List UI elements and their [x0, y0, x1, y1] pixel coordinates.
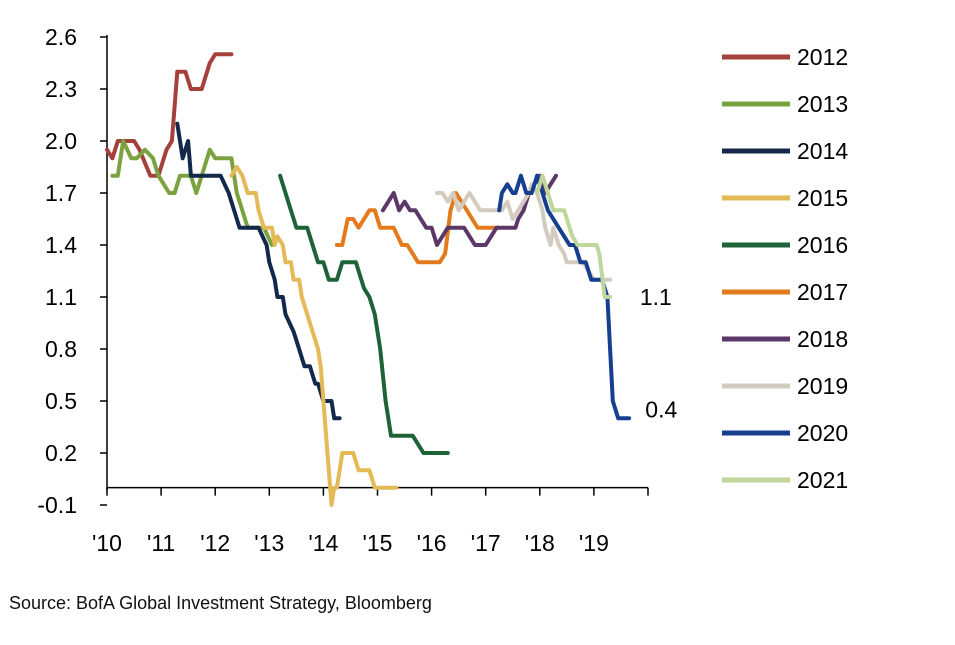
legend-label: 2014 — [797, 138, 848, 164]
legend-item-2019: 2019 — [722, 373, 848, 399]
y-tick-label: 1.1 — [45, 284, 77, 310]
legend-item-2021: 2021 — [722, 467, 848, 493]
legend-item-2020: 2020 — [722, 420, 848, 446]
x-tick-label: '17 — [471, 530, 501, 556]
legend-item-2014: 2014 — [722, 138, 848, 164]
legend-label: 2018 — [797, 326, 848, 352]
legend-label: 2017 — [797, 279, 848, 305]
series-line-2017 — [334, 191, 502, 265]
y-tick-label: 0.5 — [45, 388, 77, 414]
y-tick-label: 0.8 — [45, 336, 77, 362]
y-tick-label: -0.1 — [37, 492, 77, 518]
x-tick-label: '14 — [308, 530, 338, 556]
x-tick-label: '10 — [92, 530, 122, 556]
series-line-2021 — [535, 173, 613, 299]
legend-label: 2019 — [797, 373, 848, 399]
y-tick-label: 0.2 — [45, 440, 77, 466]
legend-label: 2015 — [797, 185, 848, 211]
x-tick-label: '19 — [579, 530, 609, 556]
legend-label: 2013 — [797, 91, 848, 117]
legend-label: 2012 — [797, 44, 848, 70]
source-note: Source: BofA Global Investment Strategy,… — [9, 593, 432, 613]
legend-item-2017: 2017 — [722, 279, 848, 305]
legend-item-2018: 2018 — [722, 326, 848, 352]
annotation-label: 1.1 — [640, 284, 672, 310]
y-tick-label: 2.3 — [45, 76, 77, 102]
x-tick-label: '11 — [147, 530, 175, 556]
legend-item-2015: 2015 — [722, 185, 848, 211]
legend-label: 2016 — [797, 232, 848, 258]
legend-item-2013: 2013 — [722, 91, 848, 117]
series-line-2019 — [435, 182, 613, 282]
x-tick-label: '18 — [525, 530, 555, 556]
annotation-label: 0.4 — [645, 397, 677, 423]
x-tick-label: '13 — [254, 530, 284, 556]
legend-item-2016: 2016 — [722, 232, 848, 258]
series-line-2013 — [110, 139, 274, 247]
legend-label: 2021 — [797, 467, 848, 493]
series-line-2015 — [229, 165, 399, 507]
y-tick-label: 2.0 — [45, 128, 77, 154]
y-tick-label: 1.7 — [45, 180, 77, 206]
series-line-2016 — [278, 173, 450, 455]
series-lines — [105, 52, 632, 507]
x-tick-label: '12 — [200, 530, 230, 556]
series-line-2020 — [497, 173, 632, 421]
x-tick-label: '16 — [417, 530, 447, 556]
legend-item-2012: 2012 — [722, 44, 848, 70]
series-line-2018 — [380, 173, 558, 247]
x-tick-label: '15 — [363, 530, 393, 556]
legend-label: 2020 — [797, 420, 848, 446]
axes: 2.6 2.3 2.0 1.7 1.4 1.1 0.8 0.5 0.2 -0.1 '10 '11 '12… — [37, 24, 649, 556]
legend: 2012 2013 2014 2015 2016 2017 2018 2019 2020 2021 — [722, 44, 848, 493]
series-line-2014 — [175, 121, 342, 421]
annotations: 1.1 0.4 — [640, 284, 678, 423]
y-tick-label: 1.4 — [45, 232, 77, 258]
y-tick-label: 2.6 — [45, 24, 77, 50]
